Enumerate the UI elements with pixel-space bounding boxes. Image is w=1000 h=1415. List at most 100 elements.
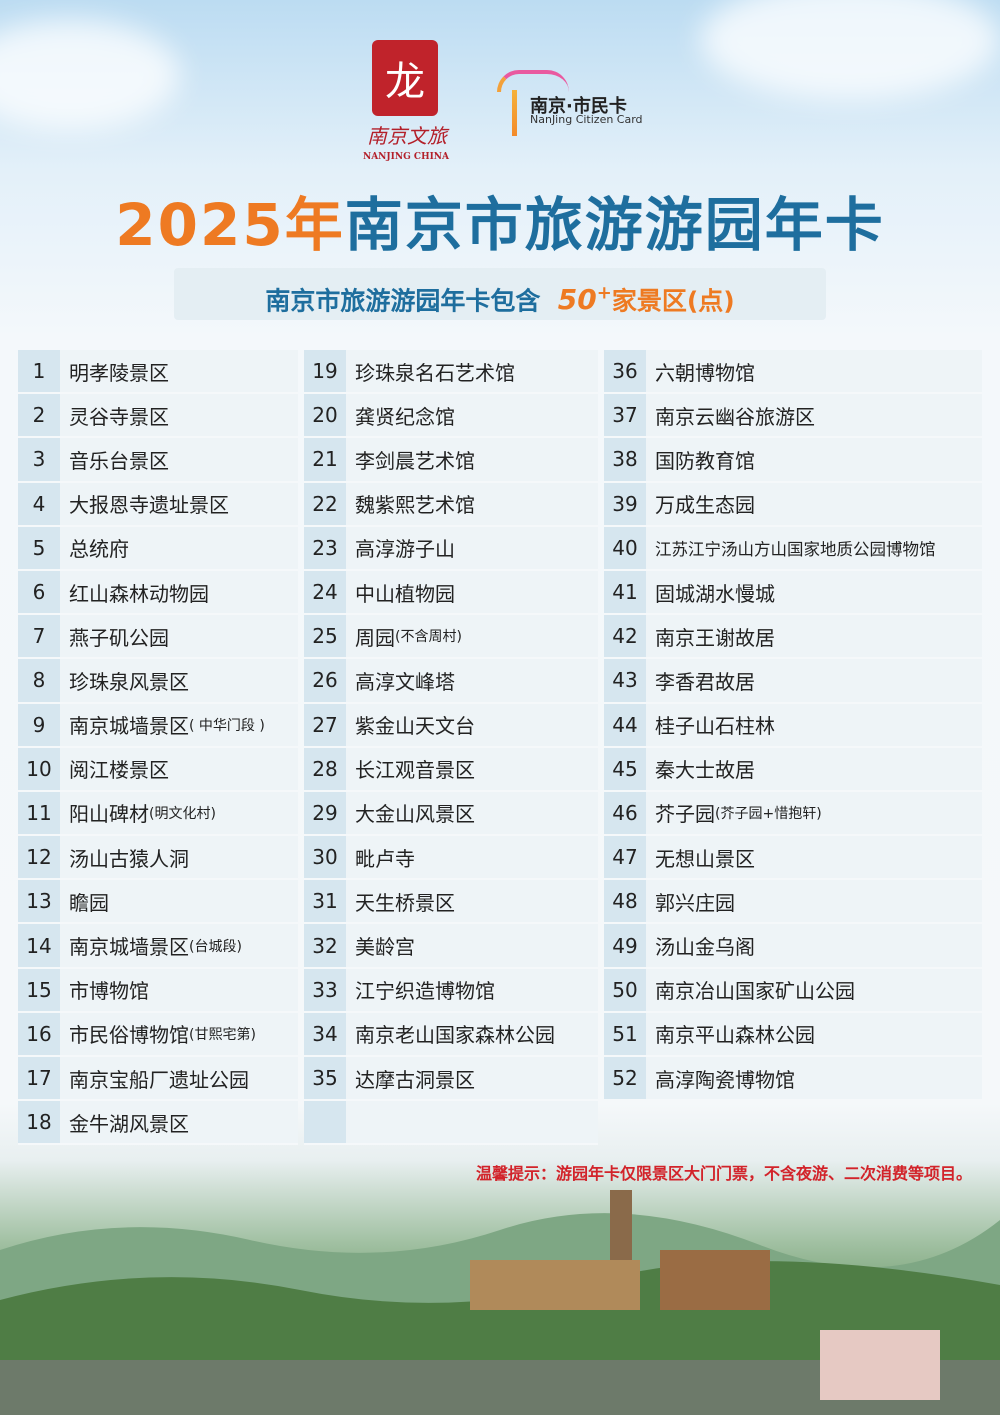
table-row: 38 国防教育馆 — [604, 438, 982, 483]
table-row: 32 美龄宫 — [304, 924, 598, 969]
spot-note: (台城段) — [189, 938, 242, 955]
spot-number: 26 — [304, 659, 346, 702]
table-row: 14 南京城墙景区 (台城段) — [18, 924, 298, 969]
spot-name-cell: 龚贤纪念馆 — [346, 394, 598, 437]
table-row: 30 毗卢寺 — [304, 836, 598, 881]
spot-number: 5 — [18, 526, 60, 569]
spot-name-cell: 南京平山森林公园 — [646, 1012, 982, 1055]
table-row: 29 大金山风景区 — [304, 791, 598, 837]
spot-name: 万成生态园 — [655, 493, 755, 518]
spot-name: 国防教育馆 — [655, 448, 755, 473]
spot-name-cell — [346, 1101, 598, 1144]
spot-number: 47 — [604, 836, 646, 879]
spot-note: (甘熙宅第) — [189, 1026, 256, 1043]
table-column: 19 珍珠泉名石艺术馆 20 龚贤纪念馆 21 李剑晨艺术馆 22 魏紫熙艺术馆 23 高淳游子山… — [304, 350, 598, 1146]
spot-note: (明文化村) — [149, 805, 216, 822]
spot-name: 总统府 — [69, 537, 129, 562]
spot-number: 39 — [604, 482, 646, 525]
spot-name-cell: 江宁织造博物馆 — [346, 968, 598, 1011]
spot-name: 高淳游子山 — [355, 537, 455, 562]
spot-number: 2 — [18, 394, 60, 437]
spot-name-cell: 紫金山天文台 — [346, 703, 598, 746]
spot-number: 35 — [304, 1057, 346, 1100]
spot-name-cell: 瞻园 — [60, 880, 298, 923]
spot-number: 34 — [304, 1012, 346, 1055]
spot-name-cell: 大报恩寺遗址景区 — [60, 482, 298, 525]
spot-name-cell: 达摩古洞景区 — [346, 1057, 598, 1100]
citizen-card-pillar-icon — [512, 90, 517, 136]
spot-name: 周园 — [355, 625, 395, 650]
spot-name: 高淳陶瓷博物馆 — [655, 1067, 795, 1092]
table-row: 39 万成生态园 — [604, 482, 982, 527]
table-row: 41 固城湖水慢城 — [604, 570, 982, 616]
spot-name-cell: 毗卢寺 — [346, 836, 598, 879]
spot-number: 24 — [304, 570, 346, 614]
table-row: 25 周园 (不含周村) — [304, 615, 598, 660]
spot-number: 42 — [604, 615, 646, 658]
spot-name: 珍珠泉名石艺术馆 — [355, 360, 515, 385]
table-row: 51 南京平山森林公园 — [604, 1012, 982, 1057]
table-row: 6 红山森林动物园 — [18, 570, 298, 616]
spot-name: 桂子山石柱林 — [655, 714, 775, 739]
table-row: 21 李剑晨艺术馆 — [304, 438, 598, 483]
spot-name: 瞻园 — [69, 890, 109, 915]
table-row: 34 南京老山国家森林公园 — [304, 1012, 598, 1057]
spot-name: 南京王谢故居 — [655, 625, 775, 650]
nanjing-cityscape-image — [0, 1190, 1000, 1415]
table-row: 16 市民俗博物馆 (甘熙宅第) — [18, 1012, 298, 1057]
spot-number: 52 — [604, 1057, 646, 1100]
spot-name-cell: 珍珠泉名石艺术馆 — [346, 350, 598, 393]
spot-name-cell: 无想山景区 — [646, 836, 982, 879]
table-row: 28 长江观音景区 — [304, 747, 598, 792]
table-row: 3 音乐台景区 — [18, 438, 298, 483]
table-row: 15 市博物馆 — [18, 968, 298, 1013]
spot-name: 金牛湖风景区 — [69, 1111, 189, 1136]
spot-name: 李剑晨艺术馆 — [355, 448, 475, 473]
table-column: 36 六朝博物馆 37 南京云幽谷旅游区 38 国防教育馆 39 万成生态园 40 江苏江宁汤山方… — [604, 350, 982, 1102]
spot-number: 23 — [304, 526, 346, 569]
spot-number: 29 — [304, 791, 346, 835]
table-row: 36 六朝博物馆 — [604, 350, 982, 395]
spot-name-cell: 市博物馆 — [60, 968, 298, 1011]
notice-text: 温馨提示：游园年卡仅限景区大门门票，不含夜游、二次消费等项目。 — [475, 1164, 972, 1183]
spot-number: 4 — [18, 482, 60, 525]
table-row: 20 龚贤纪念馆 — [304, 394, 598, 439]
spot-name-cell: 珍珠泉风景区 — [60, 659, 298, 702]
table-row: 12 汤山古猿人洞 — [18, 836, 298, 881]
citizen-card-logo-en: NanJing Citizen Card — [530, 113, 643, 126]
spot-name: 芥子园 — [655, 802, 715, 827]
spot-name: 南京老山国家森林公园 — [355, 1023, 555, 1048]
spot-name: 郭兴庄园 — [655, 890, 735, 915]
logos: 龙 南京文旅 NANJING CHINA 南京·市民卡 NanJing Citi… — [0, 40, 1000, 165]
table-row: 19 珍珠泉名石艺术馆 — [304, 350, 598, 395]
table-row: 27 紫金山天文台 — [304, 703, 598, 748]
spot-name-cell: 秦大士故居 — [646, 747, 982, 790]
table-row: 50 南京冶山国家矿山公园 — [604, 968, 982, 1013]
table-row: 7 燕子矶公园 — [18, 615, 298, 660]
spot-name-cell: 明孝陵景区 — [60, 350, 298, 393]
spot-number: 21 — [304, 438, 346, 481]
spot-name-cell: 阳山碑材 (明文化村) — [60, 791, 298, 835]
table-row: 43 李香君故居 — [604, 659, 982, 704]
spot-name-cell: 魏紫熙艺术馆 — [346, 482, 598, 525]
table-row: 49 汤山金乌阁 — [604, 924, 982, 969]
table-row: 44 桂子山石柱林 — [604, 703, 982, 748]
spot-name: 阳山碑材 — [69, 802, 149, 827]
spot-name: 李香君故居 — [655, 669, 755, 694]
citizen-card-roof-icon — [497, 70, 569, 92]
spot-number: 30 — [304, 836, 346, 879]
spot-name: 燕子矶公园 — [69, 625, 169, 650]
spot-note: (芥子园+惜抱轩) — [715, 805, 822, 822]
table-row: 2 灵谷寺景区 — [18, 394, 298, 439]
spot-name: 红山森林动物园 — [69, 581, 209, 606]
spot-name: 市民俗博物馆 — [69, 1023, 189, 1048]
table-row: 5 总统府 — [18, 526, 298, 571]
spot-name: 天生桥景区 — [355, 890, 455, 915]
citizen-card-logo-cn: 南京·市民卡 — [530, 96, 627, 117]
spot-name: 珍珠泉风景区 — [69, 669, 189, 694]
spot-name-cell: 大金山风景区 — [346, 791, 598, 835]
spot-number: 32 — [304, 924, 346, 967]
spot-number: 1 — [18, 350, 60, 393]
spot-name: 龚贤纪念馆 — [355, 404, 455, 429]
spot-number: 3 — [18, 438, 60, 481]
